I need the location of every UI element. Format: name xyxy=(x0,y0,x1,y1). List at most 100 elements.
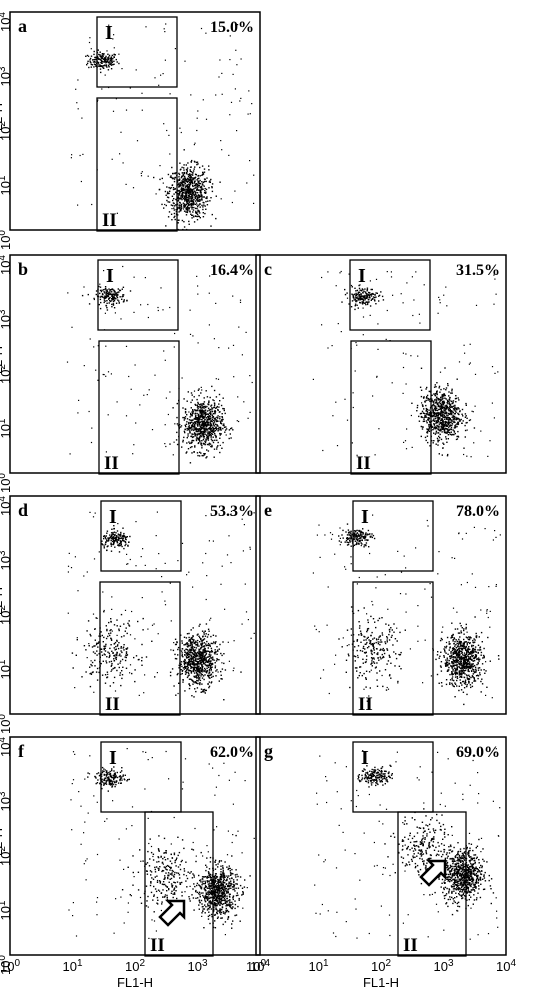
data-point xyxy=(212,431,214,433)
data-point xyxy=(371,643,373,645)
data-point xyxy=(194,409,196,411)
data-point xyxy=(211,213,213,216)
data-point xyxy=(368,546,370,548)
data-point xyxy=(180,205,182,207)
data-point xyxy=(369,314,371,316)
y-tick-label: 100 xyxy=(0,230,13,250)
data-point xyxy=(116,535,118,537)
data-point xyxy=(226,554,229,556)
data-point xyxy=(208,443,210,445)
data-point xyxy=(180,634,182,636)
data-point xyxy=(111,533,113,536)
data-point xyxy=(182,180,184,182)
data-point xyxy=(455,395,457,397)
data-point xyxy=(186,211,189,214)
data-point xyxy=(196,655,198,658)
data-point xyxy=(203,670,206,672)
data-point xyxy=(454,674,457,676)
data-point xyxy=(366,294,368,297)
data-point xyxy=(181,425,183,427)
data-point xyxy=(460,418,462,421)
data-point xyxy=(456,435,458,438)
data-point xyxy=(93,53,95,56)
data-point xyxy=(77,412,79,414)
data-point xyxy=(185,191,187,193)
data-point xyxy=(126,647,129,649)
data-point xyxy=(204,647,206,650)
data-point xyxy=(460,669,463,672)
data-point xyxy=(366,629,369,631)
data-point xyxy=(187,199,190,201)
data-point xyxy=(211,666,213,668)
data-point xyxy=(189,442,191,445)
data-point xyxy=(443,393,446,396)
data-point xyxy=(452,670,454,672)
data-point xyxy=(112,110,115,112)
data-point xyxy=(117,663,119,665)
data-point xyxy=(134,680,136,683)
data-point xyxy=(194,666,197,669)
data-point xyxy=(113,658,115,660)
data-point xyxy=(168,201,171,203)
data-point xyxy=(196,219,199,221)
data-point xyxy=(448,666,450,669)
data-point xyxy=(122,295,124,298)
data-point xyxy=(481,683,484,685)
data-point xyxy=(208,187,210,189)
data-point xyxy=(210,430,212,432)
data-point xyxy=(116,61,118,63)
gate-percentage: 15.0% xyxy=(210,19,254,36)
data-point xyxy=(194,196,196,198)
data-point xyxy=(458,413,460,416)
data-point xyxy=(230,437,232,439)
data-point xyxy=(438,682,440,684)
data-point xyxy=(86,62,89,64)
data-point xyxy=(188,208,190,210)
data-point xyxy=(253,632,255,634)
data-point xyxy=(99,64,101,66)
data-point xyxy=(112,652,114,654)
data-point xyxy=(86,54,89,57)
data-point xyxy=(182,667,185,669)
data-point xyxy=(394,638,397,640)
data-point xyxy=(426,396,428,398)
data-point xyxy=(434,408,436,410)
data-point xyxy=(184,200,186,202)
data-point xyxy=(392,294,394,296)
data-point xyxy=(421,404,424,406)
data-point xyxy=(487,636,489,639)
data-point xyxy=(103,545,105,547)
data-point xyxy=(205,670,207,673)
data-point xyxy=(354,536,356,538)
data-point xyxy=(475,671,477,673)
data-point xyxy=(439,430,441,432)
data-point xyxy=(341,534,343,536)
data-point xyxy=(192,419,194,421)
data-point xyxy=(197,438,200,440)
gate-I xyxy=(349,259,431,331)
data-point xyxy=(205,416,207,419)
data-point xyxy=(196,670,198,673)
data-point xyxy=(442,442,444,444)
data-point xyxy=(93,691,95,693)
data-point xyxy=(460,632,463,634)
data-point xyxy=(373,299,376,301)
data-point xyxy=(399,653,402,656)
data-point xyxy=(187,653,189,655)
data-point xyxy=(104,292,106,294)
data-point xyxy=(196,213,199,216)
data-point xyxy=(249,548,251,550)
data-point xyxy=(491,366,494,368)
data-point xyxy=(493,303,495,305)
data-point xyxy=(195,199,198,201)
data-point xyxy=(185,666,187,668)
data-point xyxy=(372,643,374,645)
data-point xyxy=(180,673,182,675)
data-point xyxy=(186,645,188,647)
data-point xyxy=(181,648,184,650)
data-point xyxy=(111,295,114,298)
data-point xyxy=(438,423,440,425)
data-point xyxy=(201,403,203,405)
data-point xyxy=(439,433,441,436)
data-point xyxy=(240,671,242,673)
